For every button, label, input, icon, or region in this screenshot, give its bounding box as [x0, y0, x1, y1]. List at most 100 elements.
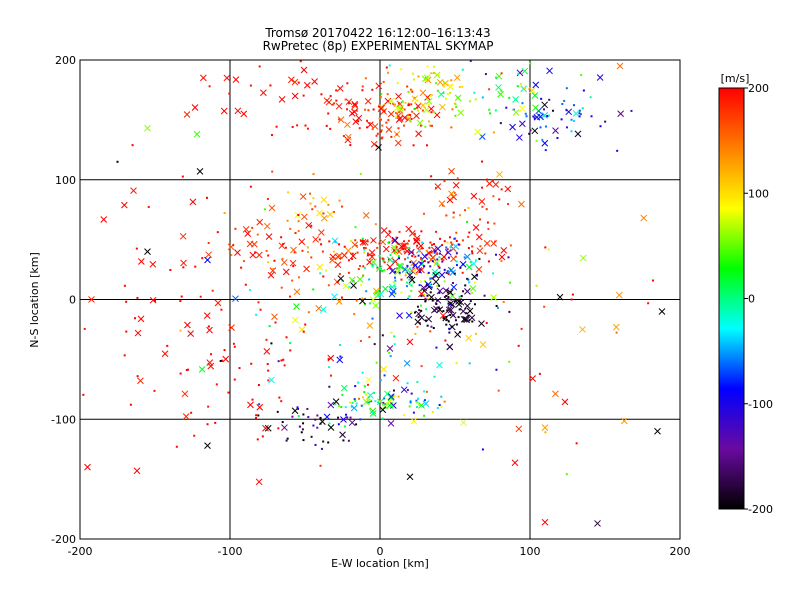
data-point-cross: [617, 110, 625, 118]
plot-frame: [79, 59, 681, 540]
data-point: [507, 203, 510, 206]
data-point: [437, 265, 440, 268]
data-point: [363, 248, 366, 251]
data-point: [540, 97, 543, 100]
data-point-cross: [541, 101, 549, 109]
data-point-cross: [478, 320, 485, 327]
data-point: [291, 125, 294, 128]
data-point: [255, 313, 258, 316]
data-point: [414, 101, 417, 104]
data-point: [483, 294, 486, 297]
data-point: [266, 197, 269, 200]
data-point: [346, 108, 349, 111]
data-point: [397, 255, 400, 258]
data-point: [447, 273, 450, 276]
data-point-cross: [541, 139, 549, 147]
data-point-cross: [497, 90, 504, 98]
data-point: [375, 134, 378, 137]
data-point: [367, 396, 370, 399]
data-point-cross: [470, 260, 478, 267]
data-point: [431, 299, 434, 302]
data-point: [381, 334, 384, 337]
data-point: [289, 349, 292, 352]
data-point: [153, 389, 156, 392]
data-point: [556, 136, 559, 139]
data-point: [347, 439, 350, 442]
data-point-cross: [149, 260, 157, 268]
data-point: [415, 399, 418, 402]
data-point: [380, 129, 383, 132]
data-point: [535, 284, 538, 287]
data-point-cross: [206, 326, 213, 334]
data-point-cross: [363, 398, 370, 406]
data-point: [542, 108, 545, 111]
data-point: [312, 173, 315, 176]
data-point: [467, 278, 470, 281]
data-point: [357, 381, 360, 384]
data-point: [421, 259, 424, 262]
data-point: [373, 343, 376, 346]
data-point: [454, 114, 457, 117]
data-point-cross: [291, 92, 299, 100]
data-point-cross: [356, 275, 364, 283]
data-point: [450, 298, 453, 301]
data-point: [431, 243, 434, 246]
data-point: [411, 110, 414, 113]
data-point: [259, 308, 262, 311]
data-point-cross: [516, 69, 524, 77]
data-point-cross: [269, 267, 277, 274]
data-point: [364, 108, 367, 111]
data-point-cross: [262, 424, 269, 432]
data-point: [442, 81, 445, 84]
data-point: [270, 134, 273, 137]
data-point: [348, 285, 351, 288]
data-point: [302, 330, 305, 333]
data-point-cross: [264, 424, 272, 432]
data-point: [325, 124, 328, 127]
data-point: [414, 332, 417, 335]
data-point: [338, 343, 341, 346]
data-point: [452, 211, 455, 214]
data-point: [355, 402, 358, 405]
data-point-cross: [370, 236, 377, 244]
data-point: [383, 110, 386, 113]
data-point: [429, 265, 432, 268]
data-point: [456, 96, 459, 99]
data-point-cross: [492, 181, 500, 188]
data-point: [652, 279, 655, 282]
data-point-cross: [255, 251, 263, 259]
data-point: [453, 237, 456, 240]
data-point: [393, 395, 396, 398]
data-point-cross: [384, 231, 392, 238]
x-axis: -200 -100 0 100 200: [68, 545, 691, 558]
data-point: [485, 208, 488, 211]
data-point: [441, 260, 444, 263]
data-point: [508, 96, 511, 99]
data-point: [383, 261, 386, 264]
data-point-cross: [300, 66, 308, 74]
data-point: [420, 365, 423, 368]
data-point: [485, 322, 488, 325]
data-point: [368, 278, 371, 281]
data-point-cross: [370, 140, 378, 148]
data-point: [469, 300, 472, 303]
data-point-cross: [196, 168, 204, 175]
data-point: [380, 118, 383, 121]
data-point: [136, 296, 139, 299]
data-point: [411, 72, 414, 75]
data-point: [442, 317, 445, 320]
data-point: [312, 424, 315, 427]
data-point-cross: [620, 417, 628, 425]
data-point: [378, 254, 381, 257]
data-point: [494, 109, 497, 112]
data-point: [359, 418, 362, 421]
data-point-cross: [512, 109, 520, 116]
data-point: [292, 265, 295, 268]
data-point: [426, 324, 429, 327]
data-point: [406, 382, 409, 385]
data-point: [361, 371, 364, 374]
data-point: [409, 261, 412, 264]
data-point-cross: [529, 375, 537, 382]
data-point-cross: [305, 221, 313, 229]
data-point-cross: [299, 193, 307, 200]
